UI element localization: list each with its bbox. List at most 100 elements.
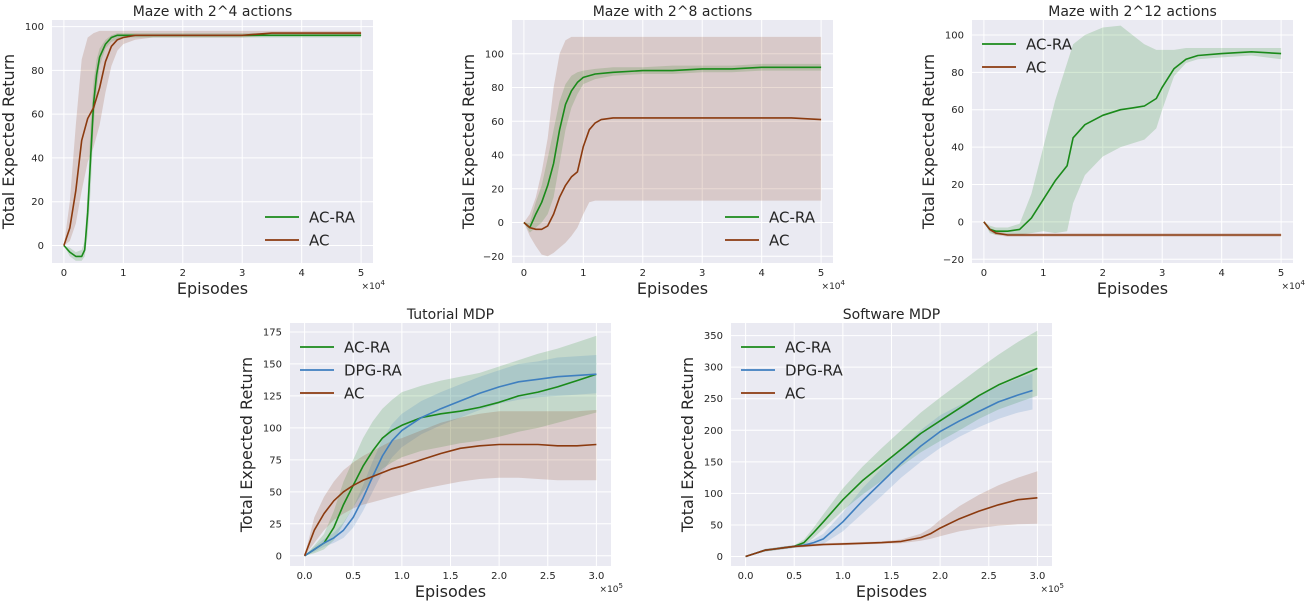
- line-dpg-ra: [304, 373, 597, 557]
- legend-label: AC-RA: [769, 209, 816, 227]
- y-tick-label: 350: [704, 331, 723, 342]
- x-tick-label: 1: [580, 268, 586, 279]
- legend-label: AC: [769, 232, 789, 250]
- y-tick-label: 0: [958, 217, 964, 228]
- plot-data: [523, 36, 822, 257]
- legend: AC-RA DPG-RA AC: [300, 339, 402, 403]
- y-tick-label: 50: [269, 487, 282, 498]
- y-tick-label: 0: [717, 552, 723, 563]
- y-tick-label: 20: [31, 197, 44, 208]
- x-tick-label: 3: [699, 268, 705, 279]
- chart-panel-4: 0.0 0.5 1.0 1.5 2.0 2.5 3.0 0 25 50 75 100 125 150 175…: [237, 307, 623, 601]
- y-tick-label: 80: [951, 68, 964, 79]
- legend: AC-RA DPG-RA AC: [741, 339, 843, 403]
- x-tick-label: 3: [239, 268, 245, 279]
- x-tick-label: 0.0: [297, 571, 313, 582]
- band-ac: [304, 410, 597, 556]
- y-tick-label: −20: [943, 255, 964, 266]
- legend-label: AC: [344, 385, 364, 403]
- x-tick-label: 2: [180, 268, 186, 279]
- plot-data: [63, 30, 362, 261]
- y-tick-label: 175: [263, 327, 282, 338]
- y-tick-label: 150: [704, 457, 723, 468]
- y-axis-label: Total Expected Return: [459, 54, 478, 230]
- legend: AC-RA AC: [265, 209, 356, 250]
- line-ac: [63, 32, 362, 246]
- x-axis-multiplier-exponent: 4: [841, 279, 846, 287]
- x-tick-label: 0: [521, 268, 527, 279]
- band-ac: [745, 471, 1038, 557]
- y-tick-label: 25: [269, 519, 282, 530]
- y-tick-label: 50: [710, 520, 723, 531]
- y-axis-label: Total Expected Return: [237, 357, 256, 533]
- y-tick-label: 75: [269, 455, 282, 466]
- legend-label: AC: [1026, 59, 1046, 77]
- band-ac-ra: [983, 25, 1282, 235]
- legend-label: DPG-RA: [785, 362, 843, 380]
- y-tick-label: 60: [951, 105, 964, 116]
- legend: AC-RA AC: [725, 209, 816, 250]
- plot-background: [972, 20, 1293, 263]
- y-tick-label: 100: [704, 489, 723, 500]
- x-axis-label: Episodes: [637, 279, 708, 298]
- x-tick-label: 5: [358, 268, 364, 279]
- y-tick-label: 300: [704, 363, 723, 374]
- chart-panel-5: 0.0 0.5 1.0 1.5 2.0 2.5 3.0 0 50 100 150 200 250 300 3…: [678, 307, 1064, 601]
- x-tick-label: 1: [120, 268, 126, 279]
- x-tick-label: 1.5: [443, 571, 459, 582]
- x-axis-multiplier: ×104: [1282, 279, 1306, 292]
- x-tick-label: 0.5: [345, 571, 361, 582]
- legend-label: AC-RA: [309, 209, 356, 227]
- chart-title: Software MDP: [843, 307, 940, 323]
- x-tick-label: 0.5: [786, 571, 802, 582]
- y-tick-label: 40: [951, 143, 964, 154]
- x-axis-multiplier: ×104: [362, 279, 386, 292]
- x-axis-multiplier: ×105: [1041, 582, 1064, 595]
- x-axis-multiplier-exponent: 4: [1301, 279, 1306, 287]
- x-tick-label: 1.5: [884, 571, 900, 582]
- y-tick-label: 100: [263, 423, 282, 434]
- legend-label: AC: [309, 232, 329, 250]
- x-tick-label: 1.0: [835, 571, 851, 582]
- x-axis-label: Episodes: [177, 279, 248, 298]
- x-tick-label: 1: [1040, 268, 1046, 279]
- x-tick-label: 0: [981, 268, 987, 279]
- x-tick-label: 0: [61, 268, 67, 279]
- chart-title: Maze with 2^8 actions: [593, 4, 753, 20]
- line-ac-ra: [523, 66, 822, 229]
- y-tick-label: 0: [498, 218, 504, 229]
- y-axis-label: Total Expected Return: [0, 54, 18, 230]
- chart-panel-1: 0 1 2 3 4 5 0 20 40 60 80 100 ×104 Maze with 2^4 acti…: [0, 4, 386, 298]
- line-ac: [303, 443, 597, 557]
- chart-title: Tutorial MDP: [406, 307, 494, 323]
- y-tick-label: 60: [491, 117, 504, 128]
- y-tick-label: 250: [704, 394, 723, 405]
- x-axis-label: Episodes: [1097, 279, 1168, 298]
- x-axis-multiplier-exponent: 5: [619, 582, 623, 590]
- y-tick-label: 100: [485, 49, 504, 60]
- x-tick-label: 5: [818, 268, 824, 279]
- y-tick-label: 20: [491, 184, 504, 195]
- x-tick-label: 4: [1218, 268, 1224, 279]
- legend: AC-RA AC: [982, 36, 1073, 77]
- x-axis-multiplier-exponent: 4: [381, 279, 386, 287]
- x-axis-multiplier: ×105: [600, 582, 623, 595]
- x-tick-label: 3.0: [1029, 571, 1045, 582]
- x-tick-label: 1.0: [394, 571, 410, 582]
- x-tick-label: 3.0: [588, 571, 604, 582]
- plot-data: [745, 330, 1038, 558]
- y-tick-label: 80: [31, 66, 44, 77]
- x-tick-label: 2.0: [491, 571, 507, 582]
- y-tick-label: 40: [491, 151, 504, 162]
- y-tick-label: 100: [945, 30, 964, 41]
- plot-data: [983, 25, 1282, 237]
- y-tick-label: 0: [38, 241, 44, 252]
- chart-title: Maze with 2^4 actions: [133, 4, 293, 20]
- band-dpg-ra: [304, 355, 597, 556]
- x-axis-label: Episodes: [415, 582, 486, 601]
- x-tick-label: 2.0: [932, 571, 948, 582]
- band-dpg-ra: [745, 373, 1033, 557]
- x-tick-label: 5: [1278, 268, 1284, 279]
- line-ac-ra: [983, 51, 1282, 232]
